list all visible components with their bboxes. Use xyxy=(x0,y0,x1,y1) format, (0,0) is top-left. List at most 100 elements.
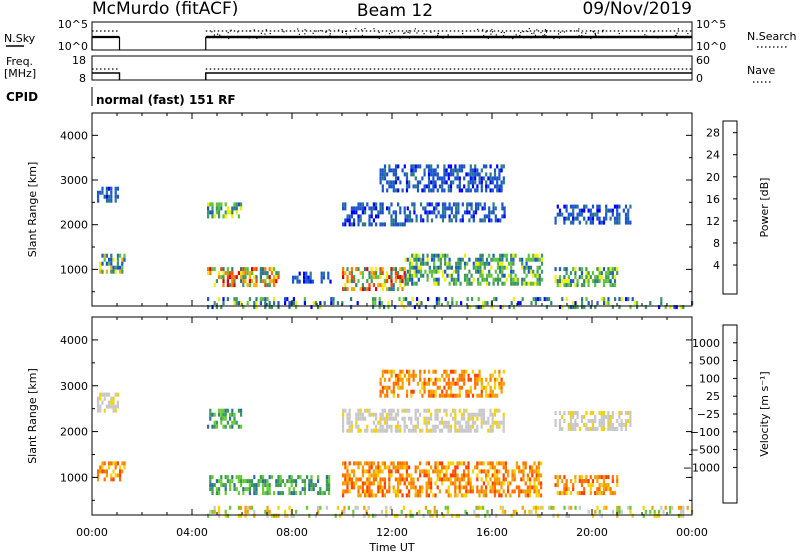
echo-cell xyxy=(381,477,384,482)
echo-cell xyxy=(268,275,271,280)
echo-cell xyxy=(445,420,448,425)
echo-cell xyxy=(480,176,483,181)
echo-cell xyxy=(359,206,362,211)
echo-cell xyxy=(482,412,485,417)
echo-cell xyxy=(504,509,507,514)
echo-cell xyxy=(618,415,621,419)
echo-cell xyxy=(248,279,251,284)
echo-cell xyxy=(387,301,390,306)
echo-cell xyxy=(275,483,278,488)
echo-cell xyxy=(399,424,402,429)
echo-cell xyxy=(452,269,456,274)
echo-cell xyxy=(359,485,362,490)
echo-cell xyxy=(616,220,619,225)
echo-cell xyxy=(488,261,491,266)
colorbar-title: Power [dB] xyxy=(758,178,771,238)
echo-cell xyxy=(213,509,216,514)
echo-cell xyxy=(390,369,393,374)
echo-cell xyxy=(536,269,539,274)
echo-cell xyxy=(275,479,278,484)
echo-cell xyxy=(443,369,446,374)
echo-cell xyxy=(540,269,544,274)
echo-cell xyxy=(520,489,523,494)
echo-cell xyxy=(207,271,210,276)
echo-cell xyxy=(510,257,513,262)
echo-cell xyxy=(576,491,579,496)
noise-sample xyxy=(534,34,537,36)
echo-cell xyxy=(449,164,453,169)
echo-cell xyxy=(624,427,628,431)
echo-cell xyxy=(103,257,106,262)
echo-cell xyxy=(603,505,606,510)
noise-sample xyxy=(414,28,416,30)
echo-cell xyxy=(533,469,536,474)
echo-cell xyxy=(540,461,543,466)
echo-cell xyxy=(419,257,423,262)
noise-tick-right-top: 10^5 xyxy=(696,18,726,31)
echo-cell xyxy=(477,305,480,310)
noise-sample xyxy=(581,34,583,37)
echo-cell xyxy=(441,389,444,394)
echo-cell xyxy=(574,216,577,221)
echo-cell xyxy=(218,275,221,280)
echo-cell xyxy=(468,210,471,215)
echo-cell xyxy=(504,461,507,466)
echo-cell xyxy=(386,271,389,276)
echo-cell xyxy=(443,168,446,173)
echo-cell xyxy=(514,281,517,286)
echo-cell xyxy=(231,283,234,288)
echo-cell xyxy=(653,513,656,518)
echo-cell xyxy=(437,265,440,270)
echo-cell xyxy=(388,408,391,413)
echo-cell xyxy=(480,420,483,425)
echo-cell xyxy=(116,265,119,270)
echo-cell xyxy=(454,465,457,470)
echo-cell xyxy=(629,419,632,423)
echo-cell xyxy=(485,277,489,282)
echo-cell xyxy=(583,216,586,221)
echo-cell xyxy=(394,222,397,227)
echo-cell xyxy=(211,202,214,207)
echo-cell xyxy=(392,465,395,470)
echo-cell xyxy=(465,188,468,193)
echo-cell xyxy=(388,369,391,374)
echo-cell xyxy=(609,267,612,272)
freq-panel xyxy=(91,55,693,81)
echo-cell xyxy=(375,469,378,474)
echo-cell xyxy=(383,168,387,173)
echo-cell xyxy=(456,465,459,470)
echo-cell xyxy=(346,267,349,272)
echo-cell xyxy=(325,483,328,488)
echo-cell xyxy=(600,419,603,423)
echo-cell xyxy=(609,423,612,427)
echo-cell xyxy=(372,481,375,486)
echo-cell xyxy=(240,275,243,280)
echo-cell xyxy=(567,505,570,510)
echo-cell xyxy=(262,487,265,492)
noise-sample xyxy=(490,33,492,35)
echo-cell xyxy=(408,473,411,478)
echo-cell xyxy=(381,184,384,189)
echo-cell xyxy=(410,473,413,478)
echo-cell xyxy=(419,493,422,498)
echo-cell xyxy=(319,305,322,310)
echo-cell xyxy=(392,222,395,227)
echo-cell xyxy=(682,513,685,518)
echo-cell xyxy=(561,279,564,284)
echo-cell xyxy=(447,477,450,482)
noise-sample xyxy=(531,32,533,35)
echo-cell xyxy=(275,275,278,280)
echo-cell xyxy=(474,188,477,193)
echo-cell xyxy=(388,168,391,173)
echo-cell xyxy=(222,416,225,421)
echo-cell xyxy=(348,218,351,223)
echo-cell xyxy=(448,218,451,223)
echo-cell xyxy=(248,505,251,510)
echo-cell xyxy=(613,216,617,221)
echo-cell xyxy=(437,257,440,262)
echo-cell xyxy=(448,214,451,219)
echo-cell xyxy=(452,214,456,219)
echo-cell xyxy=(485,180,488,185)
echo-cell xyxy=(229,424,232,429)
echo-cell xyxy=(436,172,439,177)
